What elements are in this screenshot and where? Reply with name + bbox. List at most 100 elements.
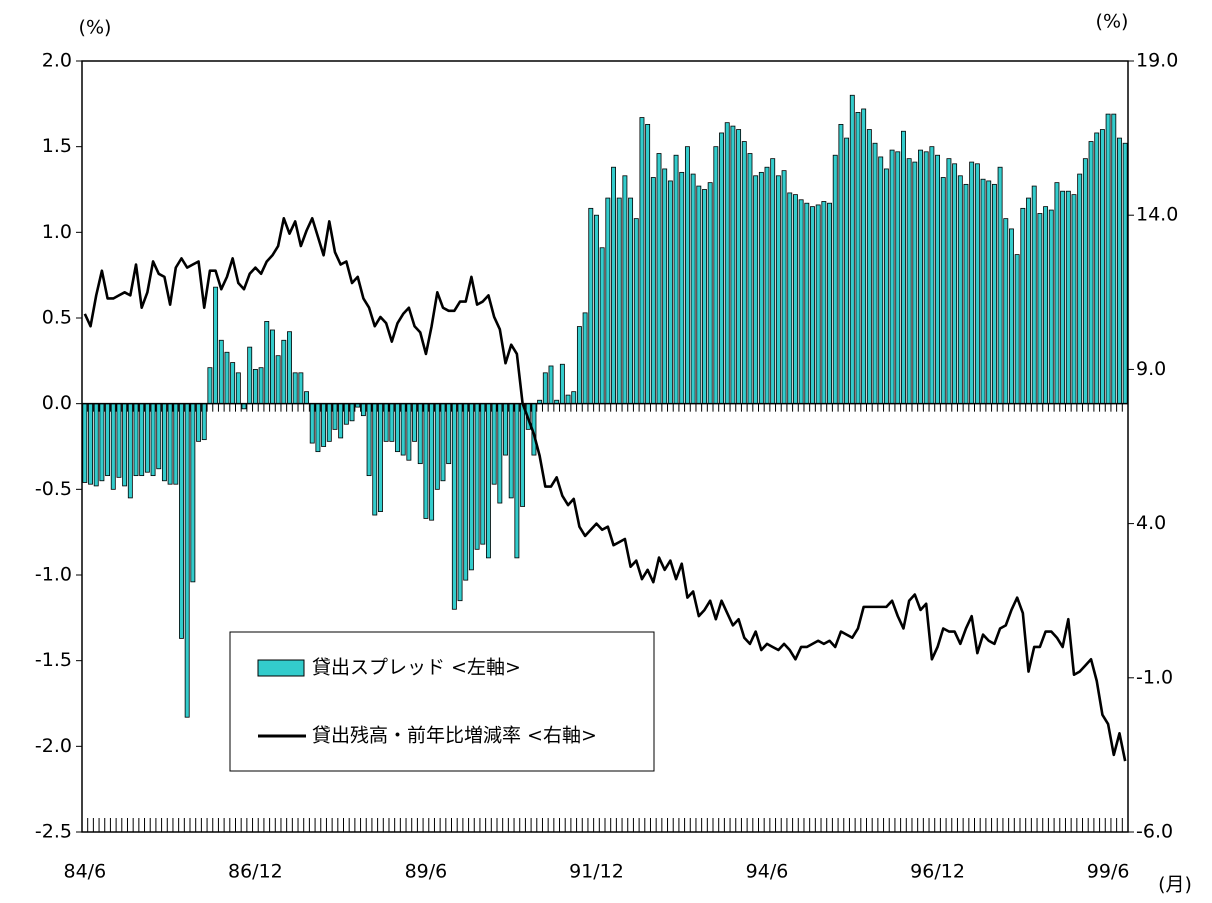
bar [957, 175, 963, 405]
bar [719, 132, 724, 405]
bar [247, 346, 253, 405]
bar [775, 175, 781, 405]
y-tick-label: 2.0 [42, 50, 72, 72]
bar [298, 372, 304, 405]
bar [269, 329, 275, 405]
bar [457, 403, 463, 602]
bar [1117, 137, 1122, 405]
bar [497, 403, 503, 504]
bar [838, 123, 844, 405]
line [83, 216, 1127, 762]
bar [196, 403, 201, 442]
bar [304, 391, 309, 405]
bar [770, 158, 776, 405]
bar [1077, 173, 1083, 405]
bar [1105, 113, 1111, 405]
bar [468, 403, 474, 571]
bar [861, 108, 867, 405]
bar [650, 177, 656, 405]
bar [594, 214, 599, 405]
bar [702, 189, 707, 405]
bar [1122, 142, 1128, 405]
bar [679, 171, 685, 405]
bar [360, 403, 366, 417]
bar [628, 197, 634, 405]
bar [895, 151, 901, 405]
bar [798, 199, 804, 405]
bar [940, 177, 946, 405]
y-tick-label: 1.5 [42, 135, 72, 157]
bar [667, 180, 673, 405]
bar [491, 403, 497, 485]
bar [110, 403, 116, 490]
bar [82, 403, 88, 483]
bar [434, 403, 440, 490]
bar [605, 197, 611, 405]
x-tick-label: 94/6 [746, 861, 789, 883]
bar [918, 149, 923, 405]
bar [764, 166, 770, 405]
bar [99, 403, 105, 482]
bar [133, 403, 139, 477]
bar [696, 185, 702, 405]
bar [815, 204, 821, 405]
bar [349, 403, 355, 422]
bar [383, 403, 389, 442]
bar [901, 130, 906, 405]
y2-tick-label: -1.0 [1136, 666, 1173, 688]
y-tick-label: 0.0 [42, 392, 72, 414]
bar [258, 367, 264, 405]
y2-tick-label: 4.0 [1136, 512, 1166, 534]
bar [929, 146, 935, 405]
bar [406, 403, 412, 461]
bar [883, 168, 889, 405]
bar [935, 154, 941, 405]
legend-label: 貸出残高・前年比増減率 <右軸> [312, 725, 597, 747]
bar [673, 154, 679, 405]
bar [122, 403, 128, 487]
bar [832, 154, 838, 405]
bar [1082, 158, 1088, 405]
bar [974, 163, 980, 405]
bar [849, 94, 855, 405]
bar [127, 403, 133, 499]
bar [565, 394, 571, 405]
bar [139, 403, 145, 477]
bar [1026, 197, 1031, 405]
bar [866, 129, 872, 405]
bar [190, 403, 196, 583]
bar [167, 403, 173, 485]
bar [514, 403, 520, 559]
y-tick-label: -1.5 [35, 649, 72, 671]
bar [639, 117, 645, 405]
bar [1048, 209, 1054, 405]
y-tick-label: -2.0 [35, 735, 72, 757]
bar [548, 365, 554, 405]
bar [616, 197, 622, 405]
y2-tick-label: -6.0 [1136, 821, 1173, 843]
bar [656, 153, 662, 405]
bar [872, 142, 878, 405]
x-tick-label: 86/12 [228, 861, 283, 883]
bar [474, 403, 480, 550]
bar [758, 171, 764, 405]
bar [889, 149, 895, 405]
bar [213, 286, 219, 405]
bar [724, 122, 730, 405]
bar [508, 403, 514, 499]
bar [161, 403, 167, 482]
bar [292, 372, 298, 405]
bar [88, 403, 93, 485]
x-tick-label: 96/12 [910, 861, 965, 883]
bar [446, 403, 452, 465]
bar [1111, 113, 1117, 405]
bar [690, 173, 696, 405]
bar [1071, 194, 1077, 405]
bar [1003, 218, 1009, 405]
bar [997, 166, 1003, 405]
bar [105, 403, 111, 477]
bar [412, 403, 418, 442]
bar [503, 403, 508, 456]
bar [1031, 185, 1037, 405]
